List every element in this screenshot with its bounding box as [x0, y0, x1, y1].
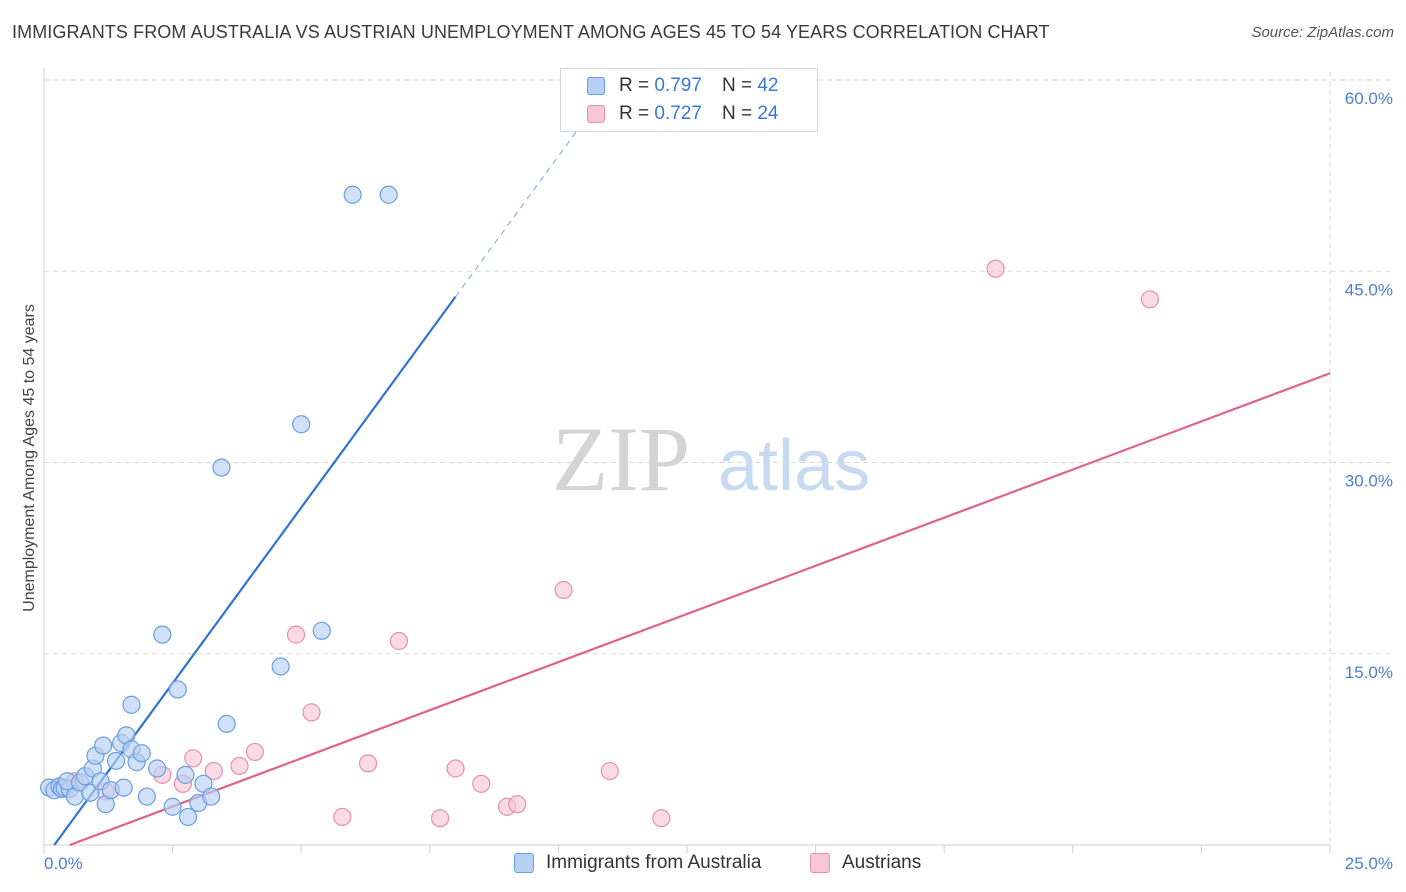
austrians-point — [230, 756, 249, 776]
austrians-point — [184, 749, 203, 768]
australia-point — [132, 744, 151, 763]
australia-point — [343, 185, 362, 204]
australia-point — [137, 787, 156, 806]
australia-point — [176, 765, 195, 784]
australia-trendline-extension — [455, 120, 585, 298]
chart-title: IMMIGRANTS FROM AUSTRALIA VS AUSTRIAN UN… — [12, 22, 1050, 42]
watermark-zip: ZIP — [552, 408, 690, 510]
australia-point — [122, 695, 141, 714]
y-tick-label: 45.0% — [1345, 280, 1393, 299]
austrians-point — [302, 703, 321, 722]
australia-point — [202, 787, 221, 806]
australia-point — [163, 797, 182, 816]
r-label: R = — [619, 75, 650, 96]
source-credit: Source: ZipAtlas.com — [1251, 24, 1394, 41]
grid-layer — [44, 72, 1392, 845]
austrians-trendline — [69, 372, 1331, 847]
n-label: N = — [721, 75, 753, 96]
n-label: N = — [721, 103, 753, 124]
austrians-legend-swatch — [810, 853, 830, 873]
australia-point — [114, 778, 133, 797]
austrians-point — [446, 759, 465, 778]
austrians-point — [508, 795, 527, 814]
australia-legend-swatch — [514, 853, 534, 873]
austrians-legend-label: Austrians — [842, 852, 922, 873]
data-points — [40, 185, 1160, 828]
australia-legend-label: Immigrants from Australia — [546, 852, 762, 873]
australia-point — [148, 759, 167, 778]
stats-legend: R = 0.797 N = 42 R = 0.727 N = 24 — [560, 68, 818, 132]
austrians-point — [652, 809, 671, 828]
australia-point — [379, 185, 398, 204]
stats-legend-row-australia: R = 0.797 N = 42 — [587, 73, 778, 99]
y-axis-label: Unemployment Among Ages 45 to 54 years — [21, 304, 38, 612]
austrians-point — [430, 809, 450, 828]
tick-labels: 15.0% 30.0% 45.0% 60.0% 0.0% 25.0% — [44, 89, 1393, 873]
austrians-swatch — [587, 105, 605, 123]
australia-point — [312, 621, 331, 640]
legend-item-austrians: Austrians — [810, 852, 921, 874]
australia-point — [212, 458, 231, 477]
austrians-point — [554, 580, 573, 600]
austrians-point — [204, 761, 223, 781]
australia-point — [217, 714, 236, 733]
australia-point — [153, 625, 172, 644]
austrians-point — [600, 761, 619, 781]
x-tick-label: 0.0% — [44, 854, 83, 873]
australia-swatch — [587, 77, 605, 95]
australia-point — [94, 736, 113, 755]
australia-point — [271, 657, 290, 676]
x-tick-label: 25.0% — [1345, 854, 1393, 873]
austrians-point — [986, 259, 1005, 278]
axis-layer — [43, 68, 1331, 853]
n-value: 42 — [757, 75, 779, 96]
austrians-point — [389, 631, 409, 651]
y-tick-label: 30.0% — [1345, 472, 1393, 491]
stats-legend-row-austrians: R = 0.727 N = 24 — [587, 101, 778, 127]
watermark-atlas: atlas — [718, 426, 870, 506]
australia-point — [292, 415, 311, 434]
austrians-point — [472, 774, 491, 793]
austrians-point — [286, 625, 306, 644]
austrians-point — [358, 754, 378, 773]
r-label: R = — [619, 103, 650, 124]
australia-point — [81, 783, 100, 802]
y-tick-label: 60.0% — [1345, 89, 1393, 108]
australia-point — [178, 807, 198, 827]
australia-point — [106, 751, 126, 770]
y-tick-label: 15.0% — [1345, 663, 1393, 682]
r-value: 0.797 — [654, 75, 702, 96]
watermark: ZIP atlas — [552, 408, 870, 510]
austrians-point — [1140, 290, 1160, 309]
trendlines — [53, 120, 1331, 847]
austrians-point — [245, 742, 265, 762]
australia-point — [168, 680, 187, 699]
r-value: 0.727 — [654, 103, 702, 124]
n-value: 24 — [757, 103, 779, 124]
legend-item-australia: Immigrants from Australia — [514, 852, 761, 874]
austrians-point — [333, 807, 352, 827]
